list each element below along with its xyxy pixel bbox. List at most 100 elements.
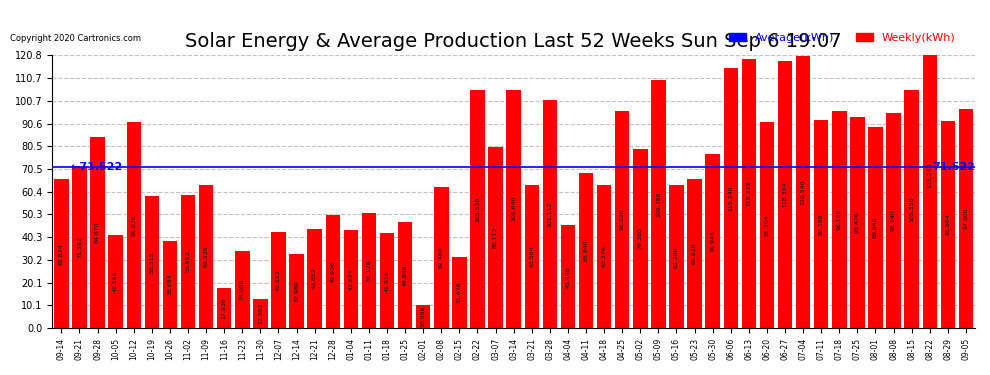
Bar (488, 147, 503, 328)
Bar (615, 111, 630, 328)
Text: 63.564: 63.564 (530, 246, 535, 267)
Text: 105.356: 105.356 (909, 196, 914, 222)
Text: 105.640: 105.640 (511, 196, 516, 222)
Text: 10.096: 10.096 (421, 306, 426, 327)
Bar (361, 213, 376, 328)
Bar (434, 187, 448, 328)
Text: 46.848: 46.848 (403, 264, 408, 286)
Bar (507, 90, 521, 328)
Bar (669, 185, 684, 328)
Bar (868, 127, 883, 328)
Bar (543, 100, 557, 328)
Bar (560, 225, 575, 328)
Text: 65.920: 65.920 (692, 243, 697, 264)
Bar (778, 61, 792, 328)
Bar (416, 305, 431, 328)
Bar (850, 117, 864, 328)
Text: 43.852: 43.852 (312, 268, 317, 290)
Bar (308, 229, 322, 328)
Text: 71.392: 71.392 (77, 237, 82, 258)
Bar (326, 215, 340, 328)
Text: 63.206: 63.206 (674, 246, 679, 267)
Text: 79.360: 79.360 (638, 228, 643, 249)
Text: 118.304: 118.304 (782, 182, 787, 207)
Text: 63.526: 63.526 (204, 246, 209, 267)
Bar (958, 109, 973, 328)
Text: 76.948: 76.948 (710, 230, 715, 252)
Bar (579, 172, 593, 328)
Bar (633, 149, 647, 328)
Bar (127, 123, 141, 328)
Bar (217, 288, 232, 328)
Bar (289, 254, 304, 328)
Bar (90, 137, 105, 328)
Bar (742, 59, 756, 328)
Text: 51.126: 51.126 (366, 260, 371, 281)
Text: 95.140: 95.140 (891, 210, 896, 231)
Bar (597, 185, 612, 328)
Bar (398, 222, 413, 328)
Bar (54, 180, 68, 328)
Text: 12.992: 12.992 (258, 302, 263, 324)
Text: 58.315: 58.315 (149, 252, 154, 273)
Text: 41.936: 41.936 (384, 270, 389, 292)
Text: 65.824: 65.824 (58, 243, 64, 264)
Bar (344, 230, 358, 328)
Bar (923, 23, 937, 328)
Text: 43.624: 43.624 (348, 268, 353, 290)
Bar (72, 167, 87, 328)
Bar (199, 184, 214, 328)
Bar (814, 120, 829, 328)
Text: 84.670: 84.670 (95, 222, 100, 243)
Bar (651, 80, 665, 328)
Text: 42.512: 42.512 (276, 269, 281, 291)
Bar (145, 196, 159, 328)
Text: 17.936: 17.936 (222, 297, 227, 319)
Title: Solar Energy & Average Production Last 52 Weeks Sun Sep 6 19:07: Solar Energy & Average Production Last 5… (185, 32, 842, 51)
Text: 38.684: 38.684 (167, 273, 172, 295)
Text: 119.228: 119.228 (746, 181, 751, 206)
Text: 49.928: 49.928 (331, 261, 336, 283)
Text: 91.304: 91.304 (764, 214, 769, 236)
Legend: Average(kWh), Weekly(kWh): Average(kWh), Weekly(kWh) (725, 28, 960, 47)
Text: 93.406: 93.406 (855, 212, 860, 234)
Bar (470, 90, 485, 328)
Text: 135.244: 135.244 (928, 162, 933, 188)
Bar (235, 251, 249, 328)
Text: 105.538: 105.538 (475, 196, 480, 222)
Text: 97.000: 97.000 (963, 208, 968, 230)
Text: 96.168: 96.168 (837, 209, 842, 230)
Bar (724, 68, 738, 328)
Text: 101.112: 101.112 (547, 201, 552, 226)
Text: 88.940: 88.940 (873, 217, 878, 238)
Text: 71.522: 71.522 (933, 162, 975, 172)
Text: 115.240: 115.240 (729, 185, 734, 211)
Text: Copyright 2020 Cartronics.com: Copyright 2020 Cartronics.com (10, 34, 141, 43)
Bar (181, 195, 195, 328)
Text: 31.676: 31.676 (457, 282, 462, 303)
Text: 96.020: 96.020 (620, 209, 625, 231)
Text: 62.460: 62.460 (439, 247, 444, 268)
Bar (525, 184, 539, 328)
Text: 63.376: 63.376 (602, 246, 607, 267)
Bar (271, 232, 286, 328)
Bar (452, 256, 466, 328)
Text: 91.076: 91.076 (132, 214, 137, 236)
Bar (687, 179, 702, 328)
Bar (940, 121, 955, 328)
Text: 32.980: 32.980 (294, 280, 299, 302)
Bar (162, 241, 177, 328)
Bar (759, 122, 774, 328)
Text: 34.056: 34.056 (240, 279, 245, 300)
Bar (905, 90, 919, 328)
Text: 41.140: 41.140 (113, 271, 118, 292)
Text: 45.440: 45.440 (565, 266, 570, 288)
Bar (253, 299, 267, 328)
Text: 120.540: 120.540 (801, 179, 806, 205)
Bar (706, 154, 720, 328)
Bar (796, 56, 811, 328)
Bar (832, 111, 846, 328)
Text: 91.864: 91.864 (945, 213, 950, 235)
Text: 80.112: 80.112 (493, 227, 498, 248)
Text: 109.788: 109.788 (656, 191, 661, 217)
